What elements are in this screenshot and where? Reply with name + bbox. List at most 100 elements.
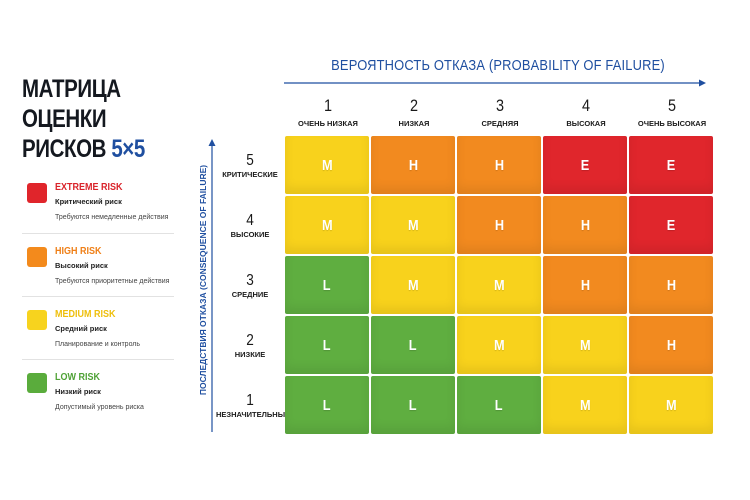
matrix-cell-letter: H [580, 276, 590, 294]
matrix-cell-letter: L [495, 396, 503, 414]
column-header: 1 ОЧЕНЬ НИЗКАЯ [285, 96, 371, 129]
column-header: 5 ОЧЕНЬ ВЫСОКАЯ [629, 96, 715, 129]
matrix-cell-letter: M [579, 336, 591, 354]
matrix-cell: H [543, 256, 627, 314]
row-number: 1 [246, 392, 254, 409]
legend-item-high: HIGH RISK Высокий риск Требуются приорит… [22, 233, 174, 296]
matrix-cell-letter: H [580, 216, 590, 234]
row-number: 4 [246, 212, 254, 229]
matrix-cell-letter: M [579, 396, 591, 414]
column-label: ВЫСОКАЯ [566, 119, 606, 128]
legend-description: Допустимый уровень риска [55, 404, 144, 411]
matrix-cell: E [543, 136, 627, 194]
row-label: НИЗКИЕ [234, 350, 266, 359]
legend-name: LOW RISK [55, 372, 100, 383]
matrix-cell: H [371, 136, 455, 194]
matrix-cell: E [629, 136, 713, 194]
column-number: 3 [495, 96, 505, 115]
row-label: СРЕДНИЕ [231, 290, 269, 299]
row-header: 5 КРИТИЧЕСКИЕ [216, 151, 284, 180]
matrix-cell: M [285, 196, 369, 254]
matrix-cell: M [543, 376, 627, 434]
legend-name: EXTREME RISK [55, 182, 123, 193]
column-number: 5 [667, 96, 677, 115]
matrix-cell-letter: M [493, 276, 505, 294]
column-label: НИЗКАЯ [398, 119, 430, 128]
matrix-cell: H [629, 316, 713, 374]
legend-name: MEDIUM RISK [55, 309, 116, 320]
matrix-cell: M [371, 196, 455, 254]
column-number: 4 [581, 96, 591, 115]
legend-description: Требуются немедленные действия [55, 214, 169, 221]
matrix-cell-letter: L [409, 396, 417, 414]
matrix-cell-letter: E [580, 156, 590, 174]
matrix-cell-letter: L [323, 276, 331, 294]
title-accent: 5×5 [111, 135, 145, 163]
matrix-cell-letter: M [407, 216, 419, 234]
legend-subtitle: Высокий риск [55, 261, 108, 270]
legend-swatch-medium [27, 310, 47, 330]
row-number: 2 [246, 332, 254, 349]
column-label: ОЧЕНЬ ВЫСОКАЯ [637, 119, 707, 128]
matrix-cell-letter: M [321, 216, 333, 234]
matrix-cell: H [629, 256, 713, 314]
column-header: 4 ВЫСОКАЯ [543, 96, 629, 129]
row-label: ВЫСОКИЕ [230, 230, 270, 239]
title-line-2: РИСКОВ 5×5 [22, 134, 178, 164]
matrix-cell-letter: M [407, 276, 419, 294]
matrix-cell: M [629, 376, 713, 434]
matrix-cell: M [371, 256, 455, 314]
matrix-cell: M [457, 256, 541, 314]
matrix-cell-letter: E [666, 156, 676, 174]
matrix-cell-letter: E [666, 216, 676, 234]
matrix-cell: L [285, 256, 369, 314]
matrix-cell: H [457, 136, 541, 194]
matrix-cell-letter: H [408, 156, 418, 174]
column-label: ОЧЕНЬ НИЗКАЯ [298, 119, 358, 128]
legend-name: HIGH RISK [55, 246, 102, 257]
x-axis-arrowhead [699, 79, 706, 87]
column-number: 1 [323, 96, 333, 115]
legend-item-extreme: EXTREME RISK Критический риск Требуются … [22, 170, 174, 233]
matrix-cell-letter: M [665, 396, 677, 414]
matrix-cell: H [543, 196, 627, 254]
row-number: 5 [246, 152, 254, 169]
row-header: 1 НЕЗНАЧИТЕЛЬНЫЕ [216, 391, 290, 420]
y-axis-title: ПОСЛЕДСТВИЯ ОТКАЗА (CONSEQUENCE OF FAILU… [198, 164, 208, 396]
matrix-cell: H [457, 196, 541, 254]
legend-subtitle: Критический риск [55, 197, 122, 206]
matrix-cell-letter: H [494, 156, 504, 174]
title-line-1: МАТРИЦА ОЦЕНКИ [22, 75, 121, 133]
row-label: КРИТИЧЕСКИЕ [222, 170, 278, 179]
matrix-cell-letter: L [323, 336, 331, 354]
x-axis-title: ВЕРОЯТНОСТЬ ОТКАЗА (PROBABILITY OF FAILU… [331, 57, 665, 74]
matrix-cell: L [371, 316, 455, 374]
column-header: 3 СРЕДНЯЯ [457, 96, 543, 129]
row-number: 3 [246, 272, 254, 289]
y-axis-arrowhead [208, 139, 216, 146]
legend-description: Планирование и контроль [55, 341, 141, 348]
risk-matrix: M H H E E M M H H E L M M H H L L M M H L L L M M [285, 136, 717, 436]
legend-subtitle: Низкий риск [55, 387, 101, 396]
column-label: СРЕДНЯЯ [481, 119, 519, 128]
matrix-cell-letter: H [666, 336, 676, 354]
legend-item-medium: MEDIUM RISK Средний риск Планирование и … [22, 296, 174, 359]
column-number: 2 [409, 96, 419, 115]
matrix-cell: E [629, 196, 713, 254]
matrix-cell-letter: L [323, 396, 331, 414]
matrix-cell: L [457, 376, 541, 434]
legend-swatch-low [27, 373, 47, 393]
legend-description: Требуются приоритетные действия [55, 278, 170, 285]
legend-item-low: LOW RISK Низкий риск Допустимый уровень … [22, 359, 174, 422]
legend-subtitle: Средний риск [55, 324, 107, 333]
row-header: 4 ВЫСОКИЕ [216, 211, 284, 240]
matrix-cell: M [285, 136, 369, 194]
matrix-cell: L [285, 376, 369, 434]
legend-swatch-high [27, 247, 47, 267]
matrix-cell-letter: M [493, 336, 505, 354]
row-header: 2 НИЗКИЕ [216, 331, 284, 360]
page-title: МАТРИЦА ОЦЕНКИ РИСКОВ 5×5 [22, 74, 178, 164]
column-header: 2 НИЗКАЯ [371, 96, 457, 129]
matrix-cell: M [457, 316, 541, 374]
